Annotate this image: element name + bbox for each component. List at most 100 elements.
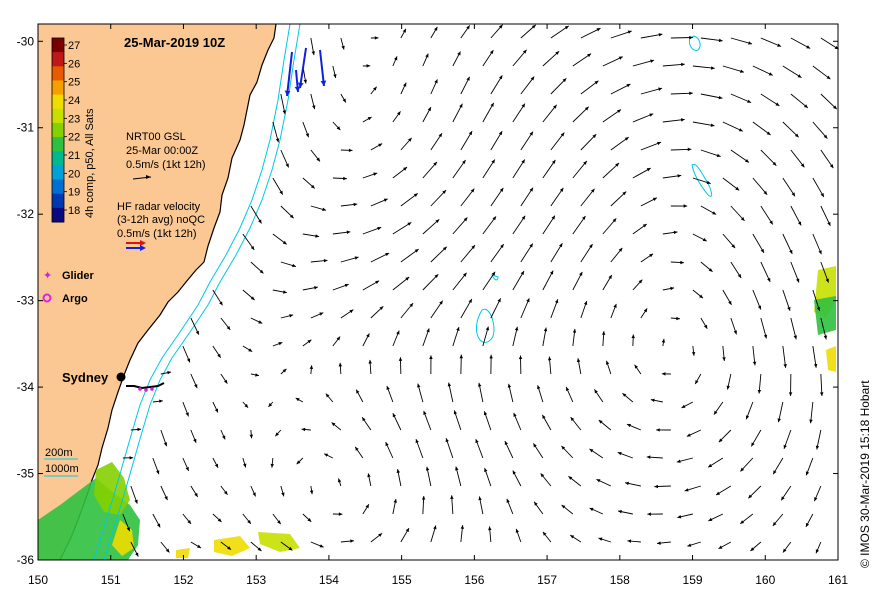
current-arrow — [739, 513, 754, 525]
colorbar-tick-label: 20 — [68, 168, 80, 180]
current-arrows — [122, 24, 839, 557]
current-arrow — [681, 401, 694, 409]
radar-arrow — [284, 51, 293, 97]
seamount-contour — [689, 35, 701, 51]
current-arrow — [632, 59, 655, 67]
radar-arrow — [297, 47, 307, 89]
colorbar-tick-label: 21 — [68, 150, 80, 162]
land-layer — [38, 23, 277, 561]
current-arrow — [750, 541, 762, 552]
current-arrow — [596, 478, 612, 487]
current-arrow — [332, 176, 347, 181]
current-arrow — [602, 162, 620, 179]
current-arrow — [610, 247, 623, 263]
current-arrow — [730, 261, 742, 279]
current-arrow — [400, 527, 410, 543]
y-tick-label: -31 — [17, 121, 35, 135]
current-arrow — [396, 469, 402, 487]
current-arrow — [568, 475, 582, 487]
current-arrow — [602, 109, 622, 123]
current-arrow — [310, 312, 324, 319]
sst-patches — [38, 266, 836, 560]
current-arrow — [610, 191, 627, 207]
current-arrow — [272, 341, 283, 347]
current-arrow — [730, 149, 750, 163]
current-arrow — [340, 93, 347, 103]
x-tick-label: 153 — [246, 573, 266, 587]
colorbar-swatch — [52, 207, 64, 223]
current-arrow — [656, 541, 671, 545]
current-arrow — [460, 244, 476, 263]
current-arrow — [752, 345, 757, 366]
current-arrow — [242, 345, 253, 352]
current-arrow — [580, 133, 597, 151]
current-arrow — [332, 283, 349, 291]
current-arrow — [280, 205, 294, 219]
colorbar-swatch — [52, 38, 64, 53]
current-arrow — [670, 260, 684, 265]
current-arrow — [400, 248, 419, 263]
current-arrow — [272, 177, 284, 195]
current-arrow — [332, 65, 337, 79]
current-arrow — [460, 130, 473, 151]
current-arrow — [726, 373, 732, 390]
current-arrow — [340, 202, 358, 207]
current-arrow — [355, 389, 364, 403]
current-arrow — [640, 197, 658, 207]
current-arrow — [272, 289, 287, 294]
current-arrow — [580, 243, 593, 263]
current-arrow — [370, 532, 383, 543]
plot-frame — [37, 23, 839, 561]
current-arrow — [805, 513, 814, 528]
current-arrow — [250, 261, 264, 274]
current-arrow — [392, 276, 410, 291]
y-tick-label: -33 — [17, 294, 35, 308]
current-arrow — [400, 193, 419, 207]
current-arrow — [490, 130, 503, 151]
current-arrow — [687, 541, 701, 547]
current-arrow — [640, 253, 654, 263]
current-arrow — [332, 512, 343, 516]
sst-colorbar: 27 26 25 24 23 22 21 20 19 18 — [51, 37, 80, 223]
current-arrow — [547, 356, 552, 375]
current-arrow — [392, 111, 401, 123]
current-arrow — [722, 345, 726, 362]
current-arrow — [296, 457, 304, 465]
current-arrow — [707, 457, 724, 468]
current-arrow — [452, 217, 468, 235]
current-arrow — [820, 93, 838, 110]
radar-arrow — [294, 69, 301, 93]
current-arrow — [482, 49, 494, 67]
current-arrow — [340, 309, 354, 319]
current-arrow — [370, 143, 383, 151]
x-tick-label: 159 — [683, 573, 703, 587]
current-arrow — [182, 457, 190, 472]
current-arrow — [482, 159, 496, 179]
current-arrow — [400, 82, 407, 95]
current-arrow — [460, 25, 471, 39]
current-arrow — [152, 513, 161, 528]
current-arrow — [190, 373, 198, 389]
current-arrow — [160, 541, 170, 553]
current-arrow — [772, 457, 784, 475]
current-arrow — [790, 93, 809, 109]
current-arrow — [482, 326, 490, 347]
current-arrow — [445, 438, 454, 459]
current-arrow — [160, 371, 172, 375]
current-arrow — [482, 271, 496, 291]
current-arrow — [370, 252, 390, 263]
current-arrow — [362, 116, 372, 123]
current-arrow — [340, 148, 353, 153]
current-arrow — [713, 401, 724, 415]
colorbar-swatch — [52, 179, 64, 195]
current-arrow — [700, 93, 723, 100]
current-arrow — [812, 121, 828, 139]
current-arrow — [790, 261, 800, 283]
current-arrow — [460, 76, 470, 95]
current-arrow — [812, 177, 825, 198]
coastline — [59, 23, 277, 561]
current-arrow — [212, 457, 219, 468]
colorbar-swatch — [52, 165, 64, 181]
sydney-marker — [116, 372, 126, 382]
x-tick-label: 150 — [28, 573, 48, 587]
